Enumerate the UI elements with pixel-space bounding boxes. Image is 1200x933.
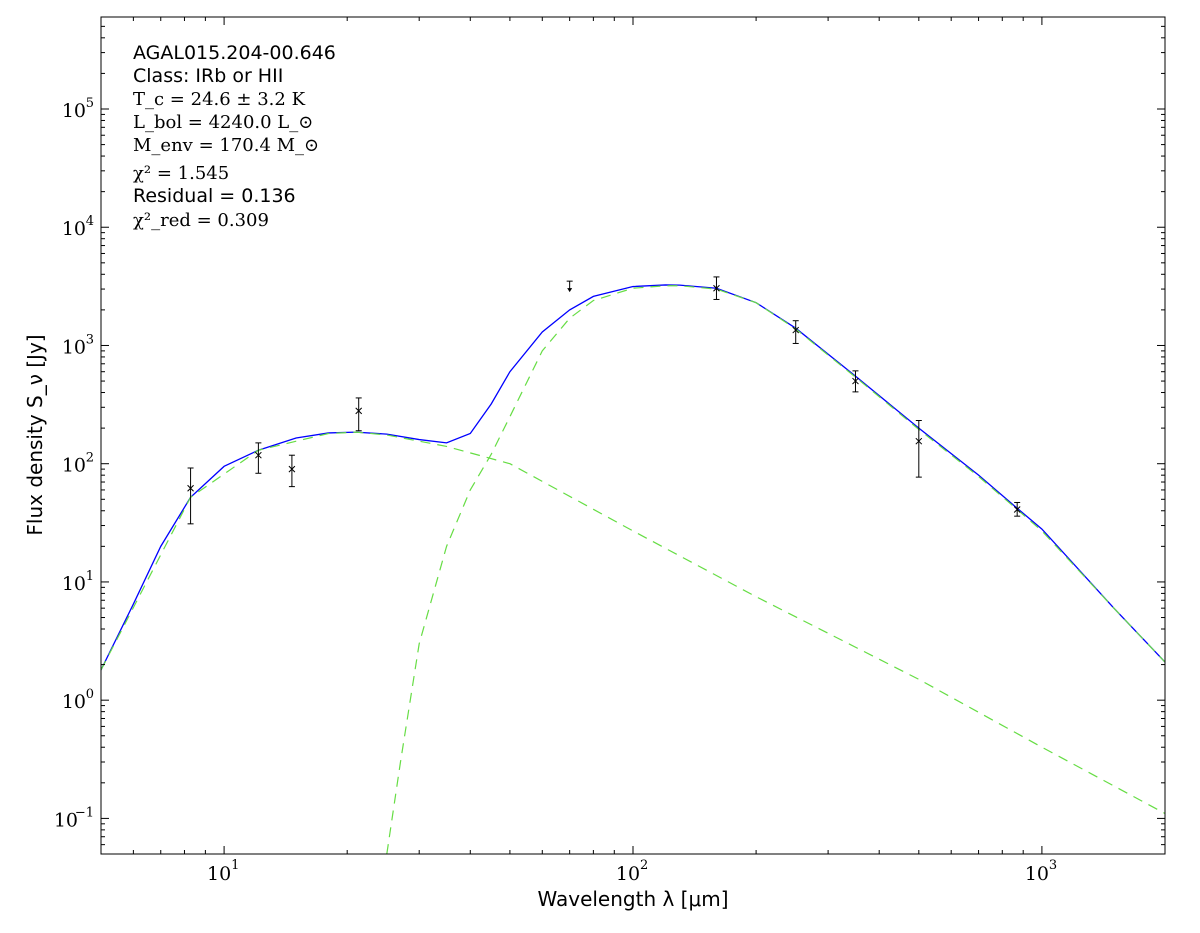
x-tick-exponent: 1 xyxy=(231,858,239,873)
data-point xyxy=(915,419,923,478)
data-point xyxy=(187,467,194,525)
y-tick-exponent: 4 xyxy=(86,214,94,229)
menv-label: M_env = 170.4 M_⊙ xyxy=(133,135,319,156)
upper-limit xyxy=(566,280,573,293)
data-point xyxy=(255,442,262,474)
y-tick-label: 510 xyxy=(62,96,94,122)
point-marker xyxy=(915,437,923,445)
y-tick-base: 10 xyxy=(54,809,78,831)
data-point xyxy=(713,276,720,300)
y-tick-label: 110 xyxy=(62,569,94,595)
tc-label: T_c = 24.6 ± 3.2 K xyxy=(133,89,306,110)
chi2-label: χ² = 1.545 xyxy=(133,163,229,184)
y-tick-base: 10 xyxy=(62,573,86,595)
y-axis-label: Flux density S_ν [Jy] xyxy=(23,334,47,535)
point-marker xyxy=(288,465,296,473)
residual-label: Residual = 0.136 xyxy=(133,185,296,207)
chi2red-label: χ²_red = 0.309 xyxy=(133,210,269,231)
y-tick-label: 210 xyxy=(62,451,94,477)
data-point xyxy=(355,397,363,432)
x-tick-label: 10 2 xyxy=(616,858,648,885)
y-tick-base: 10 xyxy=(62,100,86,122)
point-marker xyxy=(713,284,720,292)
data-point xyxy=(1013,501,1021,517)
y-tick-base: 10 xyxy=(62,691,86,713)
lbol-label: L_bol = 4240.0 L_⊙ xyxy=(133,112,313,133)
x-tick-exponent: 3 xyxy=(1049,858,1057,873)
points-layer xyxy=(187,276,1021,525)
class-label: Class: IRb or HII xyxy=(133,65,283,87)
y-tick-label: 310 xyxy=(62,332,94,358)
point-marker xyxy=(792,326,800,334)
ticks-layer xyxy=(100,16,1166,855)
source-name: AGAL015.204-00.646 xyxy=(133,42,336,64)
x-tick-base: 10 xyxy=(1025,863,1049,885)
data-point xyxy=(852,370,859,393)
upper-limit-arrow xyxy=(567,288,573,293)
data-point xyxy=(288,454,296,488)
y-tick-exponent: 2 xyxy=(86,451,94,466)
y-tick-base: 10 xyxy=(62,336,86,358)
point-marker xyxy=(355,407,363,415)
y-tick-exponent: 3 xyxy=(86,332,94,347)
annotation-box: AGAL015.204-00.646 Class: IRb or HII T_c… xyxy=(133,42,336,231)
y-tick-exponent: 5 xyxy=(86,96,94,111)
y-tick-label: −110 xyxy=(54,805,94,831)
data-point xyxy=(792,320,800,344)
point-marker xyxy=(255,451,262,459)
x-tick-base: 10 xyxy=(207,863,231,885)
x-tick-label: 10 3 xyxy=(1025,858,1057,885)
y-tick-base: 10 xyxy=(62,455,86,477)
x-tick-label: 10 1 xyxy=(207,858,239,885)
x-tick-exponent: 2 xyxy=(640,858,648,873)
y-tick-label: 410 xyxy=(62,214,94,240)
x-tick-base: 10 xyxy=(616,863,640,885)
y-tick-exponent: 1 xyxy=(86,569,94,584)
x-axis-label: Wavelength λ [μm] xyxy=(537,887,728,911)
point-marker xyxy=(187,484,194,492)
point-marker xyxy=(1013,506,1021,513)
point-marker xyxy=(852,377,859,385)
y-tick-exponent: −1 xyxy=(75,805,94,820)
y-tick-base: 10 xyxy=(62,218,86,240)
y-tick-exponent: 0 xyxy=(86,687,94,702)
y-tick-label: 010 xyxy=(62,687,94,713)
